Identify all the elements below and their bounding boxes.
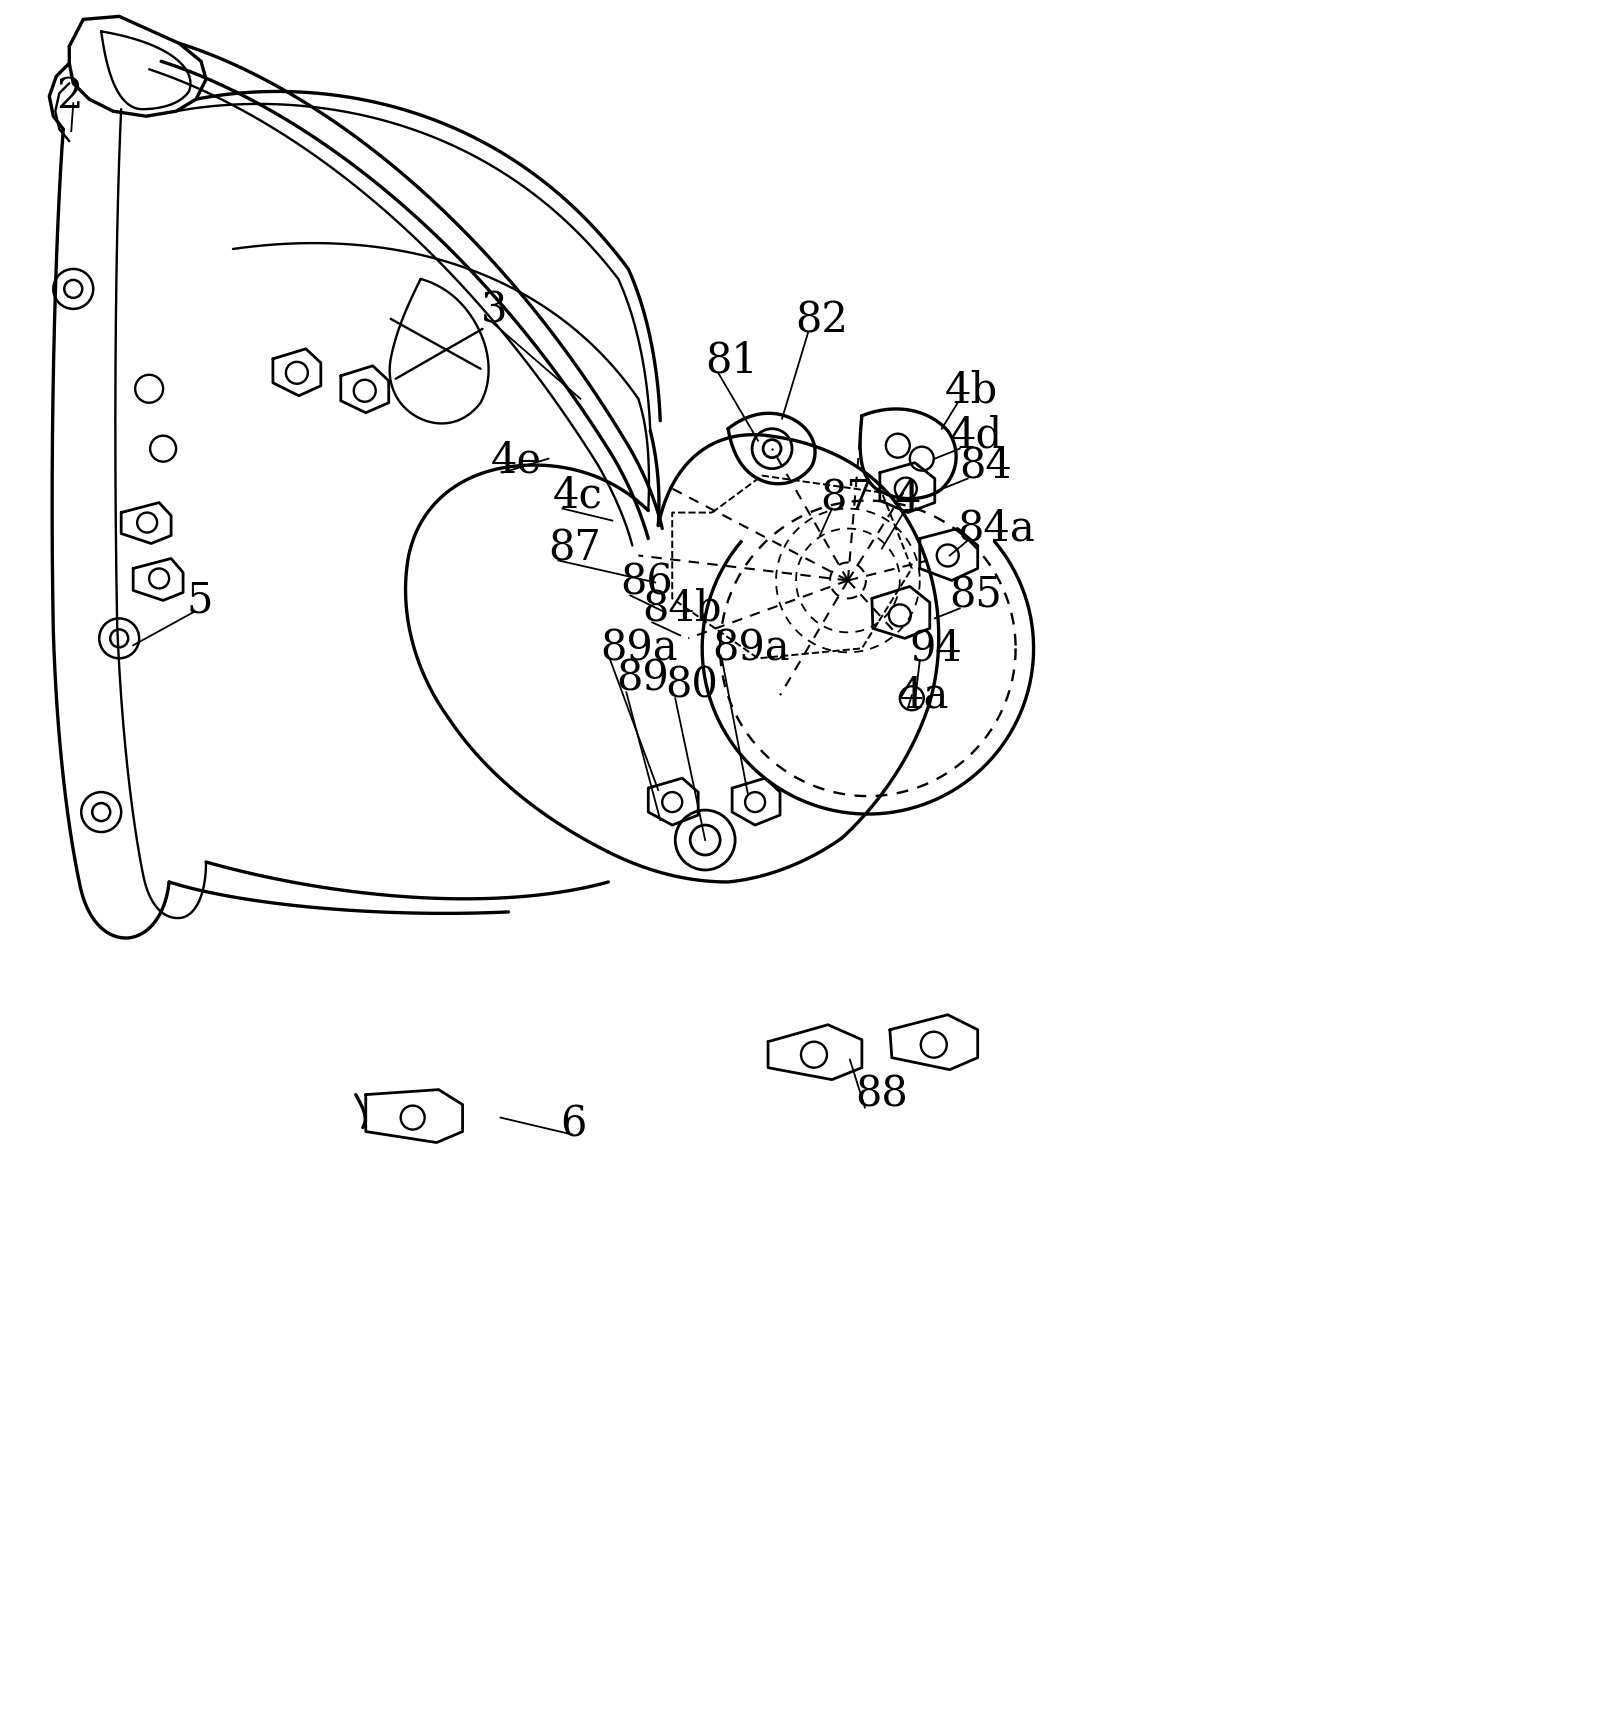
Text: 86: 86 [620, 561, 672, 603]
Text: 4b: 4b [945, 369, 998, 412]
Text: 89: 89 [616, 658, 669, 699]
Text: 94: 94 [910, 627, 963, 670]
Text: 4e: 4e [491, 440, 541, 482]
Text: 87: 87 [820, 477, 873, 520]
Text: 89a: 89a [713, 627, 790, 670]
Text: 4: 4 [896, 477, 921, 520]
Text: 2: 2 [56, 76, 83, 117]
Text: 84a: 84a [958, 508, 1035, 549]
Text: 84: 84 [960, 445, 1013, 486]
Text: 85: 85 [950, 575, 1003, 616]
Text: 4a: 4a [897, 675, 949, 716]
Text: 5: 5 [186, 579, 212, 622]
Text: 87: 87 [549, 527, 602, 570]
Text: 4c: 4c [552, 474, 602, 517]
Text: 80: 80 [664, 664, 717, 706]
Text: 89a: 89a [600, 627, 677, 670]
Text: 82: 82 [794, 300, 847, 342]
Text: 3: 3 [480, 290, 507, 331]
Text: 88: 88 [855, 1073, 908, 1116]
Text: 4d: 4d [950, 416, 1003, 457]
Text: 6: 6 [560, 1104, 587, 1145]
Text: 84b: 84b [642, 587, 722, 630]
Text: 81: 81 [705, 340, 758, 381]
